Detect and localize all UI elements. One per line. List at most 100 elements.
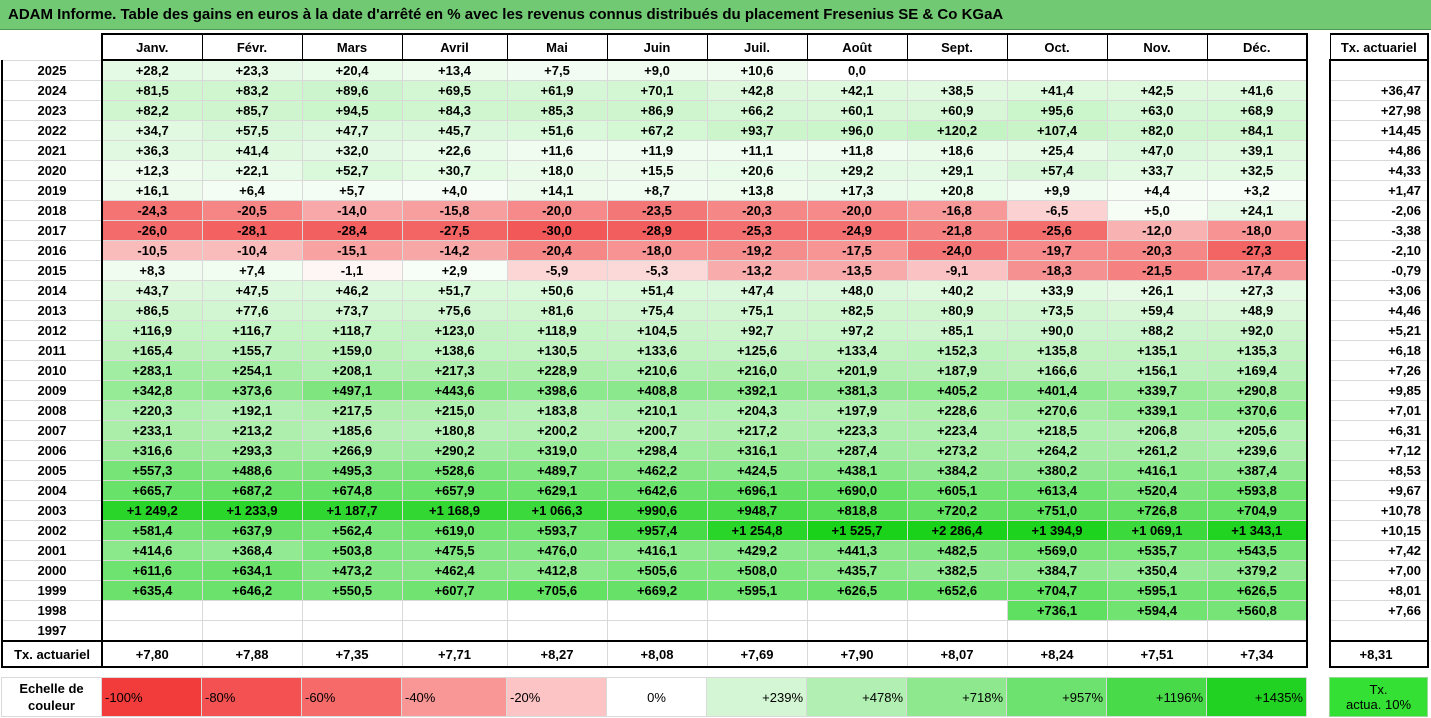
value-cell: +652,6 bbox=[906, 580, 1008, 601]
side-row: +7,42 bbox=[1329, 540, 1429, 561]
year-cell: 2017 bbox=[1, 220, 103, 241]
year-cell: 2006 bbox=[1, 440, 103, 461]
value-cell: +200,7 bbox=[606, 420, 708, 441]
value-cell: +462,2 bbox=[606, 460, 708, 481]
value-cell: +30,7 bbox=[401, 160, 508, 181]
value-cell: +69,5 bbox=[401, 80, 508, 101]
value-cell: +223,4 bbox=[906, 420, 1008, 441]
value-cell: +205,6 bbox=[1206, 420, 1308, 441]
value-cell: +81,5 bbox=[101, 80, 203, 101]
tx-cell: +36,47 bbox=[1329, 80, 1429, 101]
value-cell: +208,1 bbox=[301, 360, 403, 381]
value-cell: +92,0 bbox=[1206, 320, 1308, 341]
value-cell: +42,5 bbox=[1106, 80, 1208, 101]
value-cell bbox=[1006, 620, 1108, 642]
side-row bbox=[1329, 59, 1429, 81]
value-cell: +266,9 bbox=[301, 440, 403, 461]
value-cell: +201,9 bbox=[806, 360, 908, 381]
table-row: 1999 +635,4 +646,2 +550,5 +607,7 +705,6 +669,2… bbox=[1, 580, 1308, 601]
side-row: +7,00 bbox=[1329, 560, 1429, 581]
side-row: +10,78 bbox=[1329, 500, 1429, 521]
value-cell: +438,1 bbox=[806, 460, 908, 481]
value-cell: +18,0 bbox=[506, 160, 608, 181]
value-cell: +11,8 bbox=[806, 140, 908, 161]
value-cell: +217,3 bbox=[401, 360, 508, 381]
footer-value: +7,90 bbox=[806, 640, 908, 668]
value-cell: +67,2 bbox=[606, 120, 708, 141]
table-row: 1997 bbox=[1, 620, 1308, 642]
value-cell bbox=[906, 620, 1008, 642]
value-cell: +32,5 bbox=[1206, 160, 1308, 181]
tx-cell: +9,85 bbox=[1329, 380, 1429, 401]
value-cell: +200,2 bbox=[506, 420, 608, 441]
value-cell: +47,0 bbox=[1106, 140, 1208, 161]
value-cell: +270,6 bbox=[1006, 400, 1108, 421]
value-cell: +17,3 bbox=[806, 180, 908, 201]
value-cell: +342,8 bbox=[101, 380, 203, 401]
value-cell bbox=[706, 620, 808, 642]
value-cell: -15,8 bbox=[401, 200, 508, 221]
value-cell: -19,2 bbox=[706, 240, 808, 261]
value-cell: +380,2 bbox=[1006, 460, 1108, 481]
footer-value: +7,71 bbox=[401, 640, 508, 668]
value-cell: +593,8 bbox=[1206, 480, 1308, 501]
value-cell: +61,9 bbox=[506, 80, 608, 101]
value-cell: +416,1 bbox=[1106, 460, 1208, 481]
value-cell: +118,9 bbox=[506, 320, 608, 341]
table-row: 2004 +665,7 +687,2 +674,8 +657,9 +629,1 +642,6… bbox=[1, 480, 1308, 501]
value-cell: +116,7 bbox=[201, 320, 303, 341]
value-cell: +704,7 bbox=[1006, 580, 1108, 601]
value-cell: +85,7 bbox=[201, 100, 303, 121]
side-row: +36,47 bbox=[1329, 80, 1429, 101]
value-cell: +412,8 bbox=[506, 560, 608, 581]
value-cell: -25,6 bbox=[1006, 220, 1108, 241]
value-cell: -20,4 bbox=[506, 240, 608, 261]
year-cell: 2003 bbox=[1, 500, 103, 521]
value-cell: -13,5 bbox=[806, 260, 908, 281]
value-cell: +73,7 bbox=[301, 300, 403, 321]
value-cell: +24,1 bbox=[1206, 200, 1308, 221]
tx-cell: +7,66 bbox=[1329, 600, 1429, 621]
value-cell: +156,1 bbox=[1106, 360, 1208, 381]
tx-cell: +3,06 bbox=[1329, 280, 1429, 301]
year-cell: 2009 bbox=[1, 380, 103, 401]
value-cell: +408,8 bbox=[606, 380, 708, 401]
tx-cell: +7,42 bbox=[1329, 540, 1429, 561]
tx-cell: +1,47 bbox=[1329, 180, 1429, 201]
value-cell: +206,8 bbox=[1106, 420, 1208, 441]
table-row: 2020 +12,3 +22,1 +52,7 +30,7 +18,0 +15,5 +20,6 +… bbox=[1, 160, 1308, 181]
value-cell: +476,0 bbox=[506, 540, 608, 561]
value-cell: +96,0 bbox=[806, 120, 908, 141]
legend-swatch: +1196% bbox=[1106, 677, 1207, 717]
value-cell: +261,2 bbox=[1106, 440, 1208, 461]
value-cell: +6,4 bbox=[201, 180, 303, 201]
value-cell: +159,0 bbox=[301, 340, 403, 361]
footer-value: +8,08 bbox=[606, 640, 708, 668]
tx-cell: +14,45 bbox=[1329, 120, 1429, 141]
value-cell: +12,3 bbox=[101, 160, 203, 181]
value-cell: -23,5 bbox=[606, 200, 708, 221]
value-cell: +84,1 bbox=[1206, 120, 1308, 141]
gains-table: Janv. Févr. Mars Avril Mai Juin Juil. Août Sept.… bbox=[1, 33, 1308, 668]
value-cell: +605,1 bbox=[906, 480, 1008, 501]
value-cell: +85,3 bbox=[506, 100, 608, 121]
value-cell: +51,7 bbox=[401, 280, 508, 301]
side-row: +8,01 bbox=[1329, 580, 1429, 601]
value-cell: +135,8 bbox=[1006, 340, 1108, 361]
value-cell bbox=[1006, 59, 1108, 81]
tx-cell: +4,33 bbox=[1329, 160, 1429, 181]
value-cell: +27,3 bbox=[1206, 280, 1308, 301]
value-cell: +60,9 bbox=[906, 100, 1008, 121]
side-row bbox=[1329, 620, 1429, 642]
year-cell: 2005 bbox=[1, 460, 103, 481]
year-cell: 2014 bbox=[1, 280, 103, 301]
value-cell: +443,6 bbox=[401, 380, 508, 401]
value-cell: +16,1 bbox=[101, 180, 203, 201]
year-cell: 2024 bbox=[1, 80, 103, 101]
legend-swatch: +957% bbox=[1006, 677, 1107, 717]
value-cell: +75,4 bbox=[606, 300, 708, 321]
side-row: +4,33 bbox=[1329, 160, 1429, 181]
tx-cell: -2,10 bbox=[1329, 240, 1429, 261]
value-cell: +1 249,2 bbox=[101, 500, 203, 521]
legend-swatch: 0% bbox=[606, 677, 707, 717]
